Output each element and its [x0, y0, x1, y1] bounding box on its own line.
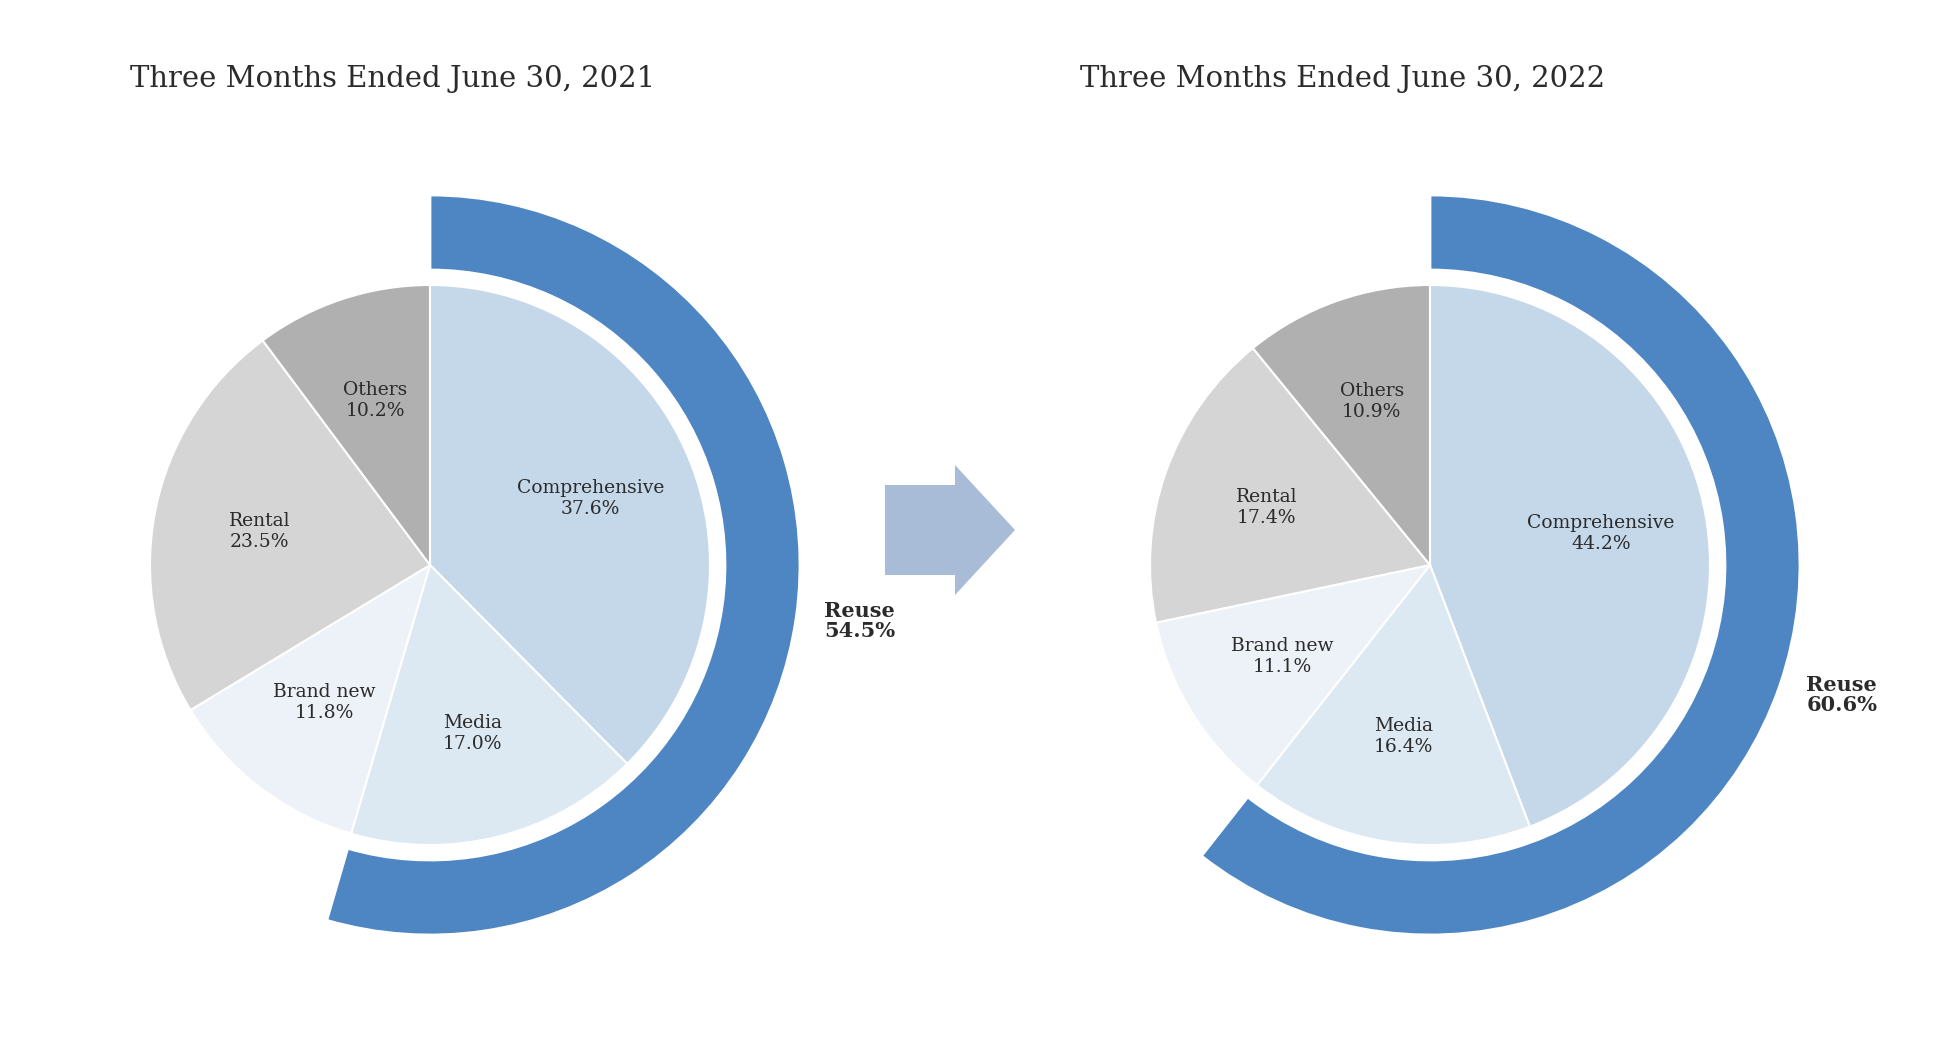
Wedge shape: [1252, 285, 1431, 565]
Wedge shape: [327, 195, 800, 935]
Text: 54.5%: 54.5%: [824, 621, 894, 641]
Text: Three Months Ended June 30, 2022: Three Months Ended June 30, 2022: [1080, 65, 1605, 93]
Wedge shape: [151, 340, 431, 710]
Text: Comprehensive
44.2%: Comprehensive 44.2%: [1526, 514, 1675, 553]
Wedge shape: [1202, 195, 1800, 935]
Wedge shape: [431, 285, 710, 763]
Wedge shape: [1157, 565, 1431, 786]
Text: Rental
17.4%: Rental 17.4%: [1235, 488, 1297, 526]
Text: Reuse: Reuse: [824, 601, 894, 621]
Text: Brand new
11.8%: Brand new 11.8%: [272, 683, 376, 722]
Text: Others
10.9%: Others 10.9%: [1341, 382, 1403, 421]
Text: Rental
23.5%: Rental 23.5%: [229, 513, 290, 551]
Text: Reuse: Reuse: [1806, 675, 1877, 695]
Wedge shape: [190, 565, 431, 834]
Text: Media
16.4%: Media 16.4%: [1374, 717, 1434, 756]
Text: Three Months Ended June 30, 2021: Three Months Ended June 30, 2021: [129, 65, 656, 93]
Wedge shape: [1151, 349, 1431, 622]
Wedge shape: [350, 565, 626, 845]
Text: Brand new
11.1%: Brand new 11.1%: [1231, 637, 1335, 676]
Wedge shape: [1256, 565, 1530, 845]
Text: 60.6%: 60.6%: [1806, 695, 1877, 715]
Polygon shape: [885, 465, 1016, 595]
Text: Others
10.2%: Others 10.2%: [342, 381, 407, 419]
Wedge shape: [1431, 285, 1710, 827]
Text: Comprehensive
37.6%: Comprehensive 37.6%: [517, 479, 663, 518]
Text: Media
17.0%: Media 17.0%: [442, 714, 503, 753]
Wedge shape: [262, 285, 431, 565]
